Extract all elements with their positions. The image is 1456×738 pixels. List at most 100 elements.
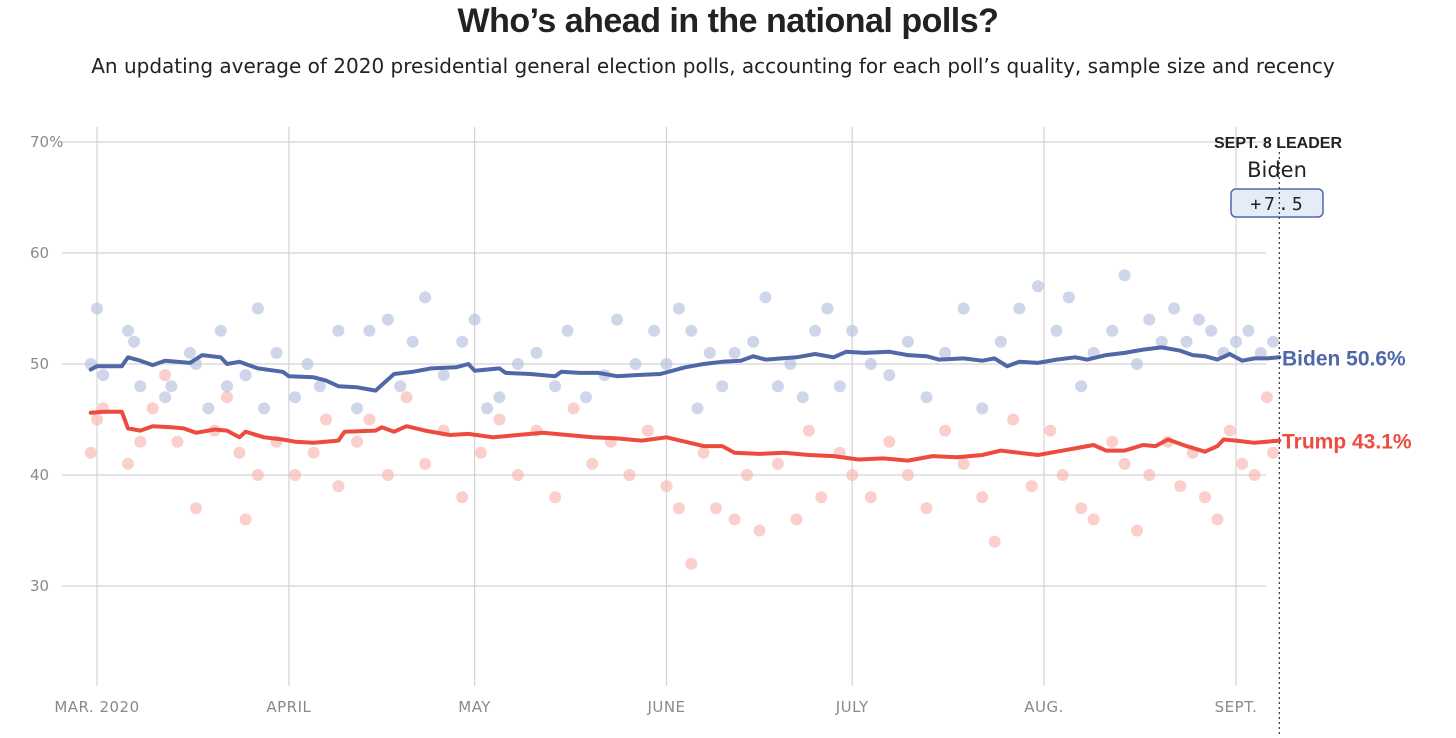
biden-poll-dot [901,335,914,348]
trump-poll-dot [332,480,345,493]
biden-poll-dot [214,324,227,337]
y-tick-label: 50 [30,355,49,373]
biden-poll-dot [165,380,178,393]
trump-poll-dot [1143,469,1156,481]
biden-poll-dot [289,391,302,404]
biden-poll-dot [747,335,760,348]
biden-poll-dot [493,391,506,404]
poll-dots-layer [84,269,1280,570]
trump-poll-dot [1261,391,1273,404]
biden-poll-dot [332,324,345,337]
biden-poll-dot [1192,313,1205,326]
trump-poll-dot [146,402,159,415]
biden-poll-dot [468,313,481,326]
biden-poll-dot [1205,324,1218,337]
trump-poll-dot [1044,424,1057,437]
biden-poll-dot [301,358,314,370]
trump-poll-dot [289,469,302,481]
trump-poll-dot [1106,435,1119,448]
biden-poll-dot [1254,346,1267,359]
trump-poll-dot [1118,457,1131,470]
chart-title: Who’s ahead in the national polls? [457,2,999,40]
trump-end-label: Trump 43.1% [1282,431,1412,454]
biden-poll-dot [976,402,989,415]
biden-poll-dot [1106,324,1119,337]
trump-poll-dot [1075,502,1088,515]
biden-poll-dot [846,324,859,337]
trump-poll-dot [976,491,989,504]
biden-poll-dot [1242,324,1255,337]
trump-poll-dot [802,424,815,437]
biden-poll-dot [833,380,846,393]
trump-poll-dot [957,457,970,470]
biden-poll-dot [1230,335,1242,348]
leader-name: Biden [1247,158,1307,182]
trump-poll-dot [1174,480,1187,493]
grid-layer [62,127,1266,686]
biden-poll-dot [437,369,450,382]
x-axis: MAR. 2020 APRIL MAY JUNE JULY AUG. SEPT. [54,698,1257,716]
biden-poll-dot [251,302,264,315]
biden-poll-dot [128,335,141,348]
y-tick-label: 60 [30,244,49,262]
trump-poll-dot [988,535,1001,548]
trump-poll-dot [159,369,172,382]
biden-poll-dot [202,402,215,415]
x-tick-label: SEPT. [1215,698,1258,716]
biden-poll-dot [939,346,952,359]
biden-poll-dot [419,291,432,304]
trump-poll-dot [91,413,103,426]
trump-poll-dot [190,502,202,515]
trump-poll-dot [741,469,753,481]
trump-poll-dot [239,513,252,526]
biden-poll-dot [1143,313,1156,326]
trump-poll-dot [697,446,710,459]
biden-poll-dot [183,346,196,359]
biden-poll-dot [351,402,363,415]
trump-poll-dot [771,457,784,470]
trump-poll-dot [1248,469,1261,481]
biden-poll-dot [1118,269,1131,282]
x-tick-label: AUG. [1024,698,1064,716]
trump-poll-dot [846,469,859,481]
trump-poll-dot [171,435,184,448]
biden-poll-dot [660,358,673,370]
biden-poll-dot [759,291,772,304]
trump-poll-dot [122,457,134,470]
biden-poll-dot [561,324,574,337]
trump-poll-dot [939,424,952,437]
trump-poll-dot [567,402,580,415]
trump-poll-dot [1223,424,1236,437]
trump-poll-dot [307,446,320,459]
trump-average-line [88,409,1282,463]
biden-poll-dot [821,302,834,315]
biden-poll-dot [580,391,592,404]
x-tick-label: APRIL [266,698,311,716]
biden-poll-dot [1168,302,1181,315]
trump-poll-dot [1267,446,1280,459]
biden-poll-dot [611,313,623,326]
biden-poll-dot [1155,335,1168,348]
trump-poll-dot [1131,524,1143,537]
biden-poll-dot [1050,324,1063,337]
trump-poll-dot [351,435,363,448]
trump-poll-dot [511,469,524,481]
biden-poll-dot [716,380,729,393]
trump-poll-dot [815,491,828,504]
biden-poll-dot [549,380,562,393]
average-lines-layer [88,345,1282,463]
leader-margin: +7.5 [1250,194,1305,215]
biden-poll-dot [994,335,1007,348]
biden-poll-dot [796,391,809,404]
biden-poll-dot [239,369,252,382]
trump-poll-dot [1056,469,1069,481]
trump-poll-dot [84,446,97,459]
biden-poll-dot [728,346,741,359]
trump-poll-dot [623,469,636,481]
biden-end-label: Biden 50.6% [1282,347,1406,370]
trump-poll-dot [660,480,673,493]
trump-poll-dot [1211,513,1224,526]
biden-poll-dot [883,369,896,382]
biden-average-line [88,345,1282,393]
